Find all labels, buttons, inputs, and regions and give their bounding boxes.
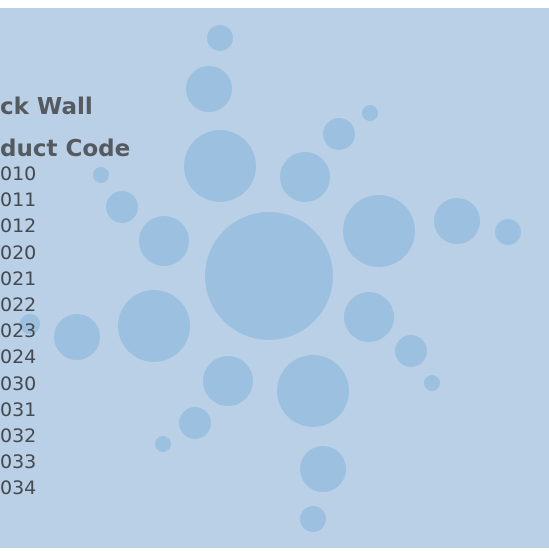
circle <box>280 152 330 202</box>
circle <box>106 191 138 223</box>
product-code: 032 <box>0 425 36 447</box>
product-code: 031 <box>0 399 36 421</box>
product-code: 034 <box>0 477 36 499</box>
circle <box>424 375 440 391</box>
product-code: 030 <box>0 373 36 395</box>
circle <box>277 355 349 427</box>
circle <box>323 118 355 150</box>
product-code: 022 <box>0 294 36 316</box>
product-code: 010 <box>0 163 36 185</box>
circle <box>205 212 333 340</box>
circle-group <box>20 25 521 532</box>
background-panel: ck Wall duct Code 010 011 012 020 021 022 023 0… <box>0 8 549 548</box>
circle <box>118 290 190 362</box>
circle <box>179 407 211 439</box>
product-code: 020 <box>0 242 36 264</box>
product-code: 011 <box>0 189 36 211</box>
decorative-circles <box>0 8 549 548</box>
circle <box>139 216 189 266</box>
circle <box>495 219 521 245</box>
product-code: 024 <box>0 346 36 368</box>
circle <box>300 506 326 532</box>
circle <box>184 130 256 202</box>
circle <box>207 25 233 51</box>
product-code: 021 <box>0 268 36 290</box>
heading: duct Code <box>0 136 130 162</box>
circle <box>203 356 253 406</box>
circle <box>54 314 100 360</box>
circle <box>186 66 232 112</box>
circle <box>343 195 415 267</box>
circle <box>93 167 109 183</box>
page: {"header": {"line1": "ck Wall", "line2":… <box>0 0 549 551</box>
circle <box>362 105 378 121</box>
circle <box>395 335 427 367</box>
product-code: 033 <box>0 451 36 473</box>
circle <box>155 436 171 452</box>
heading: ck Wall <box>0 94 93 120</box>
circle <box>434 198 480 244</box>
circle <box>344 292 394 342</box>
product-code: 012 <box>0 215 36 237</box>
product-code: 023 <box>0 320 36 342</box>
circle <box>300 446 346 492</box>
